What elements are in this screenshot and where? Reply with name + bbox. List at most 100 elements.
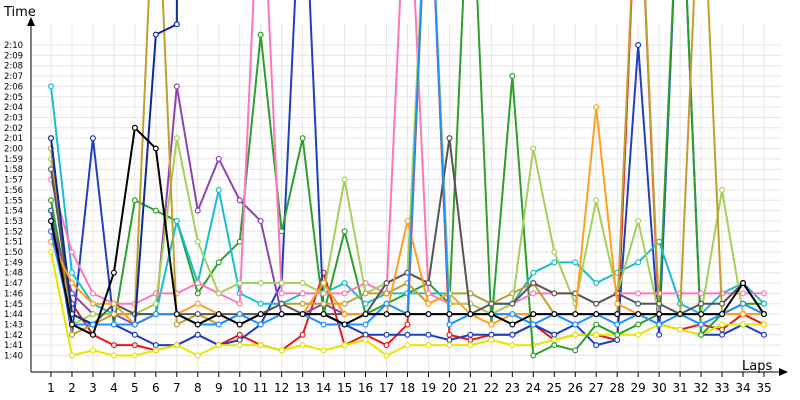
y-tick-label: 2:05: [4, 93, 23, 103]
data-point: [89, 135, 96, 142]
data-point: [215, 186, 222, 193]
data-point: [551, 311, 558, 318]
y-tick-label: 1:51: [4, 238, 23, 248]
data-point: [656, 321, 663, 328]
data-point: [47, 83, 54, 90]
data-point: [278, 347, 285, 354]
data-point: [257, 321, 264, 328]
data-point: [446, 331, 453, 338]
data-point: [530, 290, 537, 297]
data-point: [47, 249, 54, 256]
data-point: [740, 300, 747, 307]
data-point: [740, 311, 747, 318]
data-point: [698, 321, 705, 328]
data-point: [110, 269, 117, 276]
data-point: [635, 290, 642, 297]
data-point: [404, 342, 411, 349]
data-point: [614, 321, 621, 328]
x-tick-label: 13: [295, 381, 310, 395]
data-point: [173, 342, 180, 349]
data-point: [362, 321, 369, 328]
data-point: [467, 342, 474, 349]
data-point: [257, 31, 264, 38]
y-tick-label: 1:49: [4, 258, 23, 268]
data-point: [635, 300, 642, 307]
x-tick-label: 4: [110, 381, 118, 395]
data-point: [698, 331, 705, 338]
x-axis-title: Laps: [742, 359, 772, 374]
data-point: [68, 269, 75, 276]
data-point: [362, 300, 369, 307]
x-tick-label: 11: [253, 381, 268, 395]
y-tick-label: 1:47: [4, 279, 23, 289]
data-point: [719, 300, 726, 307]
x-tick-label: 9: [215, 381, 223, 395]
data-point: [698, 311, 705, 318]
y-tick-label: 1:57: [4, 176, 23, 186]
x-tick-label: 10: [232, 381, 247, 395]
y-tick-label: 1:55: [4, 196, 23, 206]
data-point: [383, 280, 390, 287]
data-point: [635, 331, 642, 338]
data-point: [236, 321, 243, 328]
data-point: [530, 321, 537, 328]
data-point: [446, 311, 453, 318]
data-point: [257, 217, 264, 224]
x-tick-label: 18: [400, 381, 415, 395]
x-tick-label: 33: [714, 381, 729, 395]
series-lines: [47, 0, 767, 359]
data-point: [215, 342, 222, 349]
data-point: [320, 290, 327, 297]
y-axis-arrow: [27, 17, 35, 26]
y-tick-label: 2:06: [4, 82, 23, 92]
data-point: [572, 259, 579, 266]
data-point: [236, 238, 243, 245]
x-tick-label: 24: [526, 381, 541, 395]
data-point: [236, 342, 243, 349]
data-point: [278, 300, 285, 307]
x-tick-label: 22: [484, 381, 499, 395]
x-tick-label: 5: [131, 381, 139, 395]
y-tick-label: 1:41: [4, 341, 23, 351]
data-point: [131, 321, 138, 328]
data-point: [404, 321, 411, 328]
data-point: [593, 342, 600, 349]
data-point: [362, 290, 369, 297]
y-tick-label: 2:00: [4, 145, 23, 155]
data-point: [257, 342, 264, 349]
data-point: [530, 280, 537, 287]
x-tick-label: 15: [337, 381, 352, 395]
data-point: [467, 311, 474, 318]
data-point: [89, 311, 96, 318]
data-point: [131, 197, 138, 204]
tick-labels: 1 2 3 4 5 6 7 8 9 10 11 12 13 14 15 16 17 18 19 20 21 22 23 24 2…: [4, 41, 772, 395]
data-point: [425, 331, 432, 338]
data-point: [68, 280, 75, 287]
data-point: [110, 342, 117, 349]
x-tick-label: 14: [316, 381, 331, 395]
y-tick-label: 2:02: [4, 124, 23, 134]
data-point: [110, 321, 117, 328]
data-point: [110, 352, 117, 359]
data-point: [551, 259, 558, 266]
data-point: [278, 290, 285, 297]
data-point: [299, 311, 306, 318]
y-tick-label: 1:54: [4, 207, 23, 217]
x-tick-label: 23: [505, 381, 520, 395]
data-point: [362, 336, 369, 343]
data-point: [425, 342, 432, 349]
data-point: [68, 352, 75, 359]
data-point: [572, 321, 579, 328]
data-point: [383, 331, 390, 338]
data-point: [425, 300, 432, 307]
data-point: [341, 290, 348, 297]
data-point: [89, 300, 96, 307]
x-tick-label: 28: [610, 381, 625, 395]
data-point: [257, 280, 264, 287]
data-point: [152, 31, 159, 38]
data-point: [131, 342, 138, 349]
data-point: [488, 300, 495, 307]
data-point: [656, 331, 663, 338]
data-point: [509, 311, 516, 318]
data-point: [299, 300, 306, 307]
